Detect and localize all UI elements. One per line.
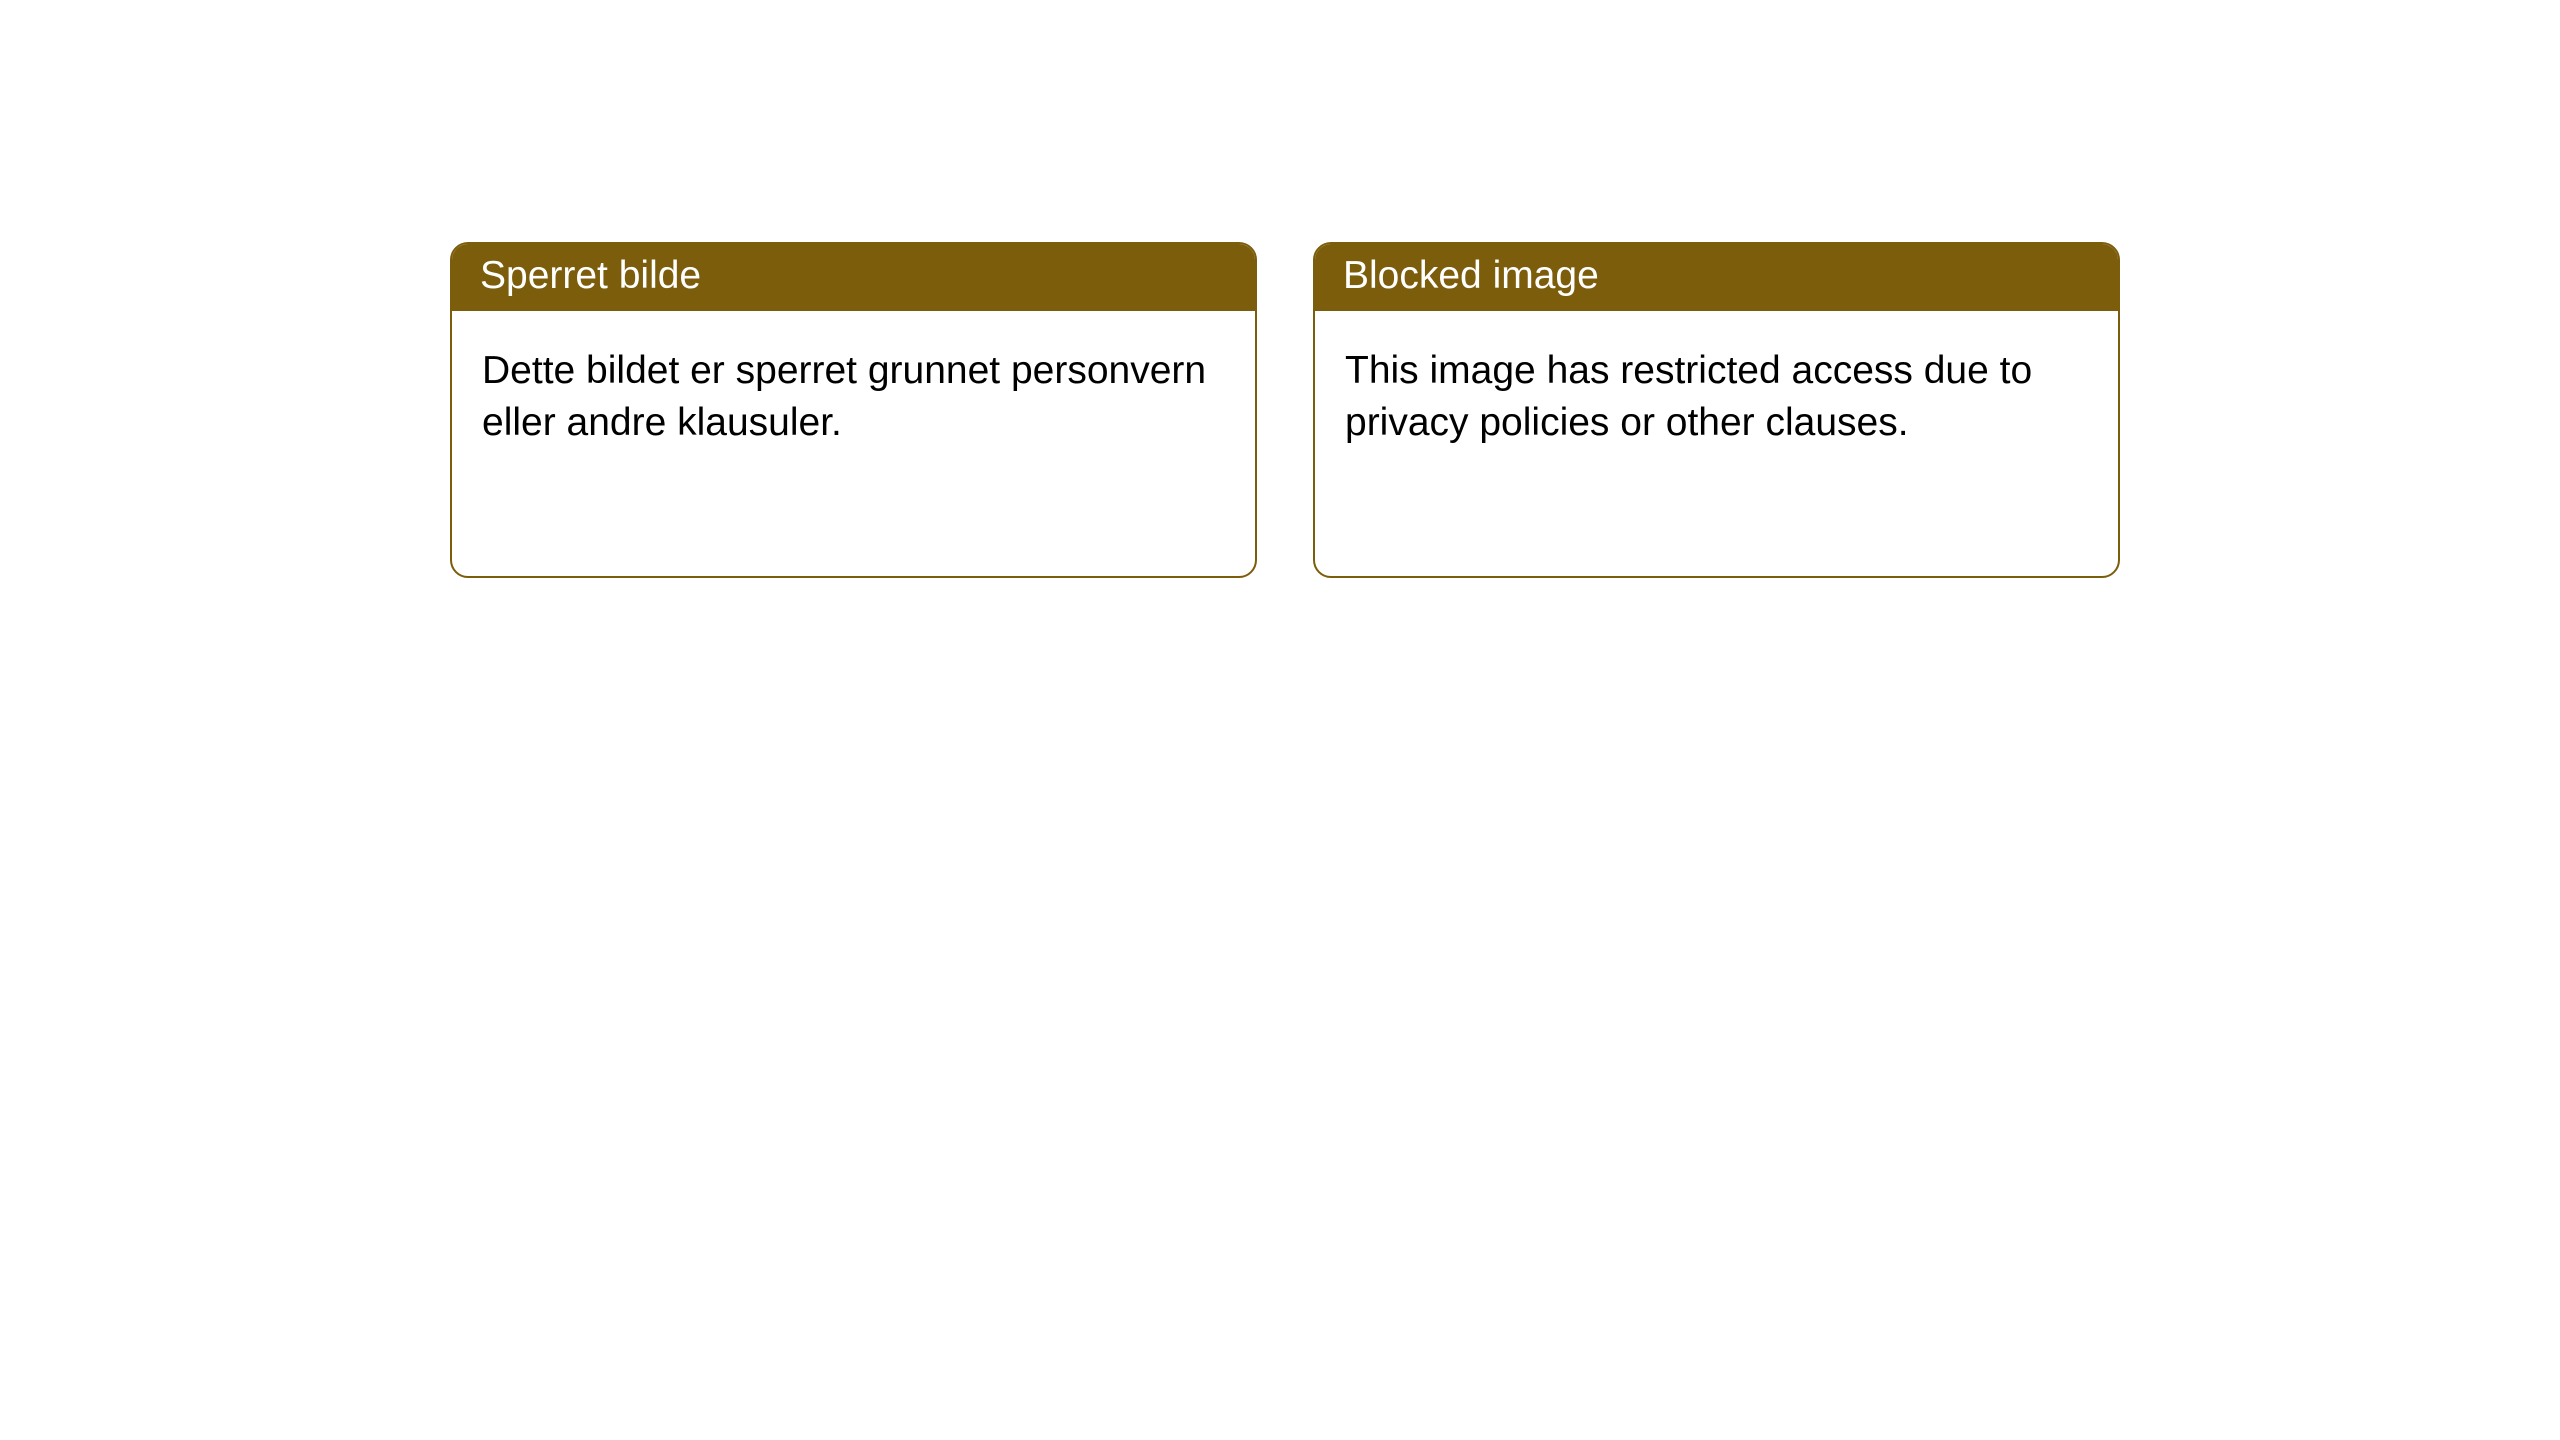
notice-header: Sperret bilde (452, 244, 1255, 311)
notice-body-text: Dette bildet er sperret grunnet personve… (452, 311, 1255, 576)
notice-card-english: Blocked image This image has restricted … (1313, 242, 2120, 578)
notice-body-text: This image has restricted access due to … (1315, 311, 2118, 576)
notice-header: Blocked image (1315, 244, 2118, 311)
notice-card-norwegian: Sperret bilde Dette bildet er sperret gr… (450, 242, 1257, 578)
notice-container: Sperret bilde Dette bildet er sperret gr… (0, 0, 2560, 578)
